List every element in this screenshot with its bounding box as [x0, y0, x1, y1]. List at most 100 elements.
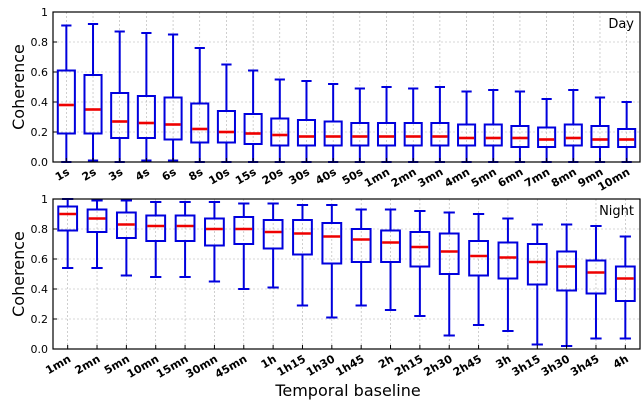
iqr-box — [83, 74, 103, 135]
x-tick-label: 3s — [106, 165, 125, 184]
x-tick-label: 2h30 — [422, 352, 455, 379]
iqr-box — [403, 122, 423, 147]
box-45mn — [233, 202, 255, 290]
x-tick-label: 3h15 — [510, 352, 543, 379]
y-tick-label: 0.4 — [31, 96, 49, 109]
x-tick-label: 4s — [133, 165, 152, 184]
iqr-box — [350, 122, 370, 147]
iqr-box — [262, 219, 284, 250]
y-tick-label: 0.0 — [31, 343, 49, 356]
iqr-box — [292, 219, 313, 256]
x-tick-label: 20s — [260, 165, 286, 187]
iqr-box — [376, 122, 397, 147]
y-tick-label: 1 — [41, 6, 48, 19]
iqr-box — [145, 214, 167, 242]
box-1h — [262, 202, 284, 289]
iqr-box — [380, 229, 401, 263]
box-4mn — [457, 90, 477, 163]
iqr-box — [585, 259, 607, 295]
iqr-box — [497, 241, 519, 280]
box-2h30 — [438, 211, 460, 337]
x-tick-label: 10mn — [125, 352, 161, 381]
iqr-box — [115, 211, 137, 239]
box-10mn — [145, 201, 167, 278]
x-tick-label: 5mn — [469, 165, 499, 190]
x-tick-label: 2h45 — [451, 352, 484, 379]
box-15mn — [174, 201, 196, 278]
box-3h30 — [556, 223, 578, 347]
iqr-box — [438, 232, 460, 275]
iqr-box — [563, 123, 583, 147]
panel-label: Day — [608, 17, 634, 32]
x-tick-label: 1h15 — [275, 352, 308, 379]
x-tick-label: 4h — [611, 352, 631, 371]
x-tick-label: 45mn — [213, 352, 249, 381]
box-2h — [380, 208, 401, 311]
y-tick-label: 0.8 — [31, 36, 49, 49]
iqr-box — [468, 240, 489, 277]
box-5mn — [115, 199, 137, 277]
x-tick-label: 30s — [287, 165, 313, 187]
x-tick-label: 3h30 — [539, 352, 572, 379]
x-tick-label: 2s — [80, 165, 99, 184]
x-tick-label: 8mn — [549, 165, 579, 190]
iqr-box — [174, 214, 196, 242]
panel-label: Night — [599, 204, 634, 219]
iqr-box — [510, 125, 530, 148]
y-tick-label: 0.4 — [31, 283, 49, 296]
x-tick-label: 40s — [313, 165, 339, 187]
box-2h15 — [409, 210, 431, 317]
y-axis-label: Coherence — [9, 44, 28, 130]
x-tick-label: 50s — [340, 165, 366, 187]
plot-frame — [52, 11, 641, 163]
iqr-box — [321, 222, 343, 265]
iqr-box — [483, 123, 503, 147]
iqr-box — [56, 69, 76, 135]
iqr-box — [57, 205, 79, 232]
x-tick-label: 2mn — [389, 165, 419, 190]
y-axis-label: Coherence — [9, 231, 28, 317]
box-4h — [614, 235, 636, 340]
box-2s — [83, 23, 103, 162]
y-tick-label: 0.2 — [31, 126, 49, 139]
y-tick-label: 0.0 — [31, 156, 49, 169]
plot-frame — [52, 198, 641, 350]
box-1h30 — [321, 204, 343, 319]
x-tick-label: 6mn — [496, 165, 526, 190]
box-6s — [163, 33, 183, 162]
iqr-box — [216, 110, 236, 144]
x-tick-label: 4mn — [442, 165, 472, 190]
box-3h45 — [585, 225, 607, 340]
box-2h45 — [468, 213, 489, 326]
x-tick-label: 2h15 — [392, 352, 425, 379]
x-tick-label: 15mn — [154, 352, 190, 381]
x-tick-label: 2mn — [73, 352, 103, 377]
iqr-box — [590, 125, 610, 148]
iqr-box — [537, 126, 557, 148]
iqr-box — [296, 119, 317, 147]
box-1h45 — [350, 208, 372, 307]
iqr-box — [617, 128, 637, 148]
x-tick-label: 6s — [160, 165, 179, 184]
iqr-box — [204, 217, 225, 247]
iqr-box — [457, 123, 477, 147]
iqr-box — [243, 113, 263, 145]
y-tick-label: 0.6 — [31, 66, 49, 79]
y-tick-label: 1 — [41, 193, 48, 206]
box-40s — [323, 83, 343, 163]
iqr-box — [136, 95, 156, 139]
x-tick-label: 15s — [233, 165, 259, 187]
box-1mn — [57, 198, 79, 269]
box-2mn — [86, 199, 108, 269]
box-3h15 — [526, 223, 548, 346]
x-tick-label: 3mn — [416, 165, 446, 190]
x-tick-label: 1mn — [362, 165, 392, 190]
iqr-box — [233, 216, 255, 245]
y-tick-label: 0.6 — [31, 253, 49, 266]
iqr-box — [270, 117, 290, 147]
x-tick-label: 3h45 — [568, 352, 601, 379]
box-30mn — [204, 201, 225, 283]
x-axis-label: Temporal baseline — [274, 381, 420, 400]
